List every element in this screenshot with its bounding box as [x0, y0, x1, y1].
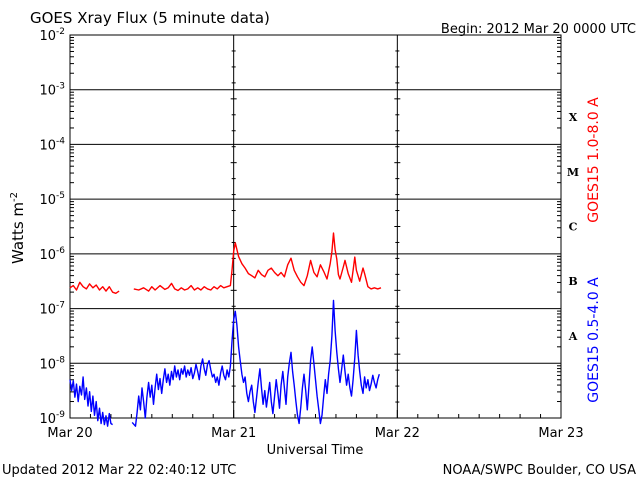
flare-class-a: A: [568, 330, 578, 343]
source-label: NOAA/SWPC Boulder, CO USA: [443, 463, 636, 478]
vertical-gridlines: [230, 34, 401, 419]
y-tick-label: 10-3: [39, 82, 65, 99]
series-line-0-segment-1: [133, 232, 382, 292]
y-tick-label: 10-7: [39, 301, 65, 318]
plot-area: [69, 34, 562, 427]
flare-class-b: B: [568, 275, 577, 288]
y-tick-label: 10-4: [39, 136, 65, 153]
y-tick-label: 10-6: [39, 246, 65, 263]
updated-label: Updated 2012 Mar 22 02:40:12 UTC: [2, 463, 236, 478]
x-axis-label: Universal Time: [267, 443, 364, 458]
y-tick-label: 10-5: [39, 191, 65, 208]
chart-title: GOES Xray Flux (5 minute data): [30, 9, 270, 27]
x-tick-labels: Mar 20 Mar 21 Mar 22 Mar 23: [47, 426, 583, 441]
series-line-0-segment-0: [69, 281, 120, 294]
y-tick-label: 10-2: [39, 27, 65, 44]
series-line-1-segment-0: [69, 376, 113, 427]
y-axis-label: Watts m-2: [9, 192, 27, 264]
flare-class-x: X: [569, 111, 578, 124]
legend-goes15-short: GOES15 0.5-4.0 A: [586, 277, 602, 403]
y-tick-label: 10-8: [39, 355, 65, 372]
axis-ticks: [69, 37, 561, 418]
x-tick-label: Mar 23: [538, 426, 583, 441]
flare-class-m: M: [567, 166, 579, 179]
x-tick-label: Mar 22: [375, 426, 420, 441]
y-tick-labels: 10-2 10-3 10-4 10-5 10-6 10-7 10-8 10-9: [39, 27, 65, 427]
plot-frame: [69, 34, 562, 419]
horizontal-gridlines: [70, 89, 561, 364]
series-goes15-long: [69, 232, 382, 294]
flare-class-c: C: [569, 221, 578, 234]
x-tick-label: Mar 20: [47, 426, 92, 441]
y-tick-label: 10-9: [39, 410, 65, 427]
begin-label: Begin: 2012 Mar 20 0000 UTC: [441, 22, 636, 37]
x-tick-label: Mar 21: [211, 426, 256, 441]
flare-class-labels: X M C B A: [567, 111, 579, 343]
series-line-1-segment-1: [131, 299, 380, 427]
series-goes15-short: [69, 299, 380, 427]
legend-goes15-long: GOES15 1.0-8.0 A: [586, 97, 602, 223]
